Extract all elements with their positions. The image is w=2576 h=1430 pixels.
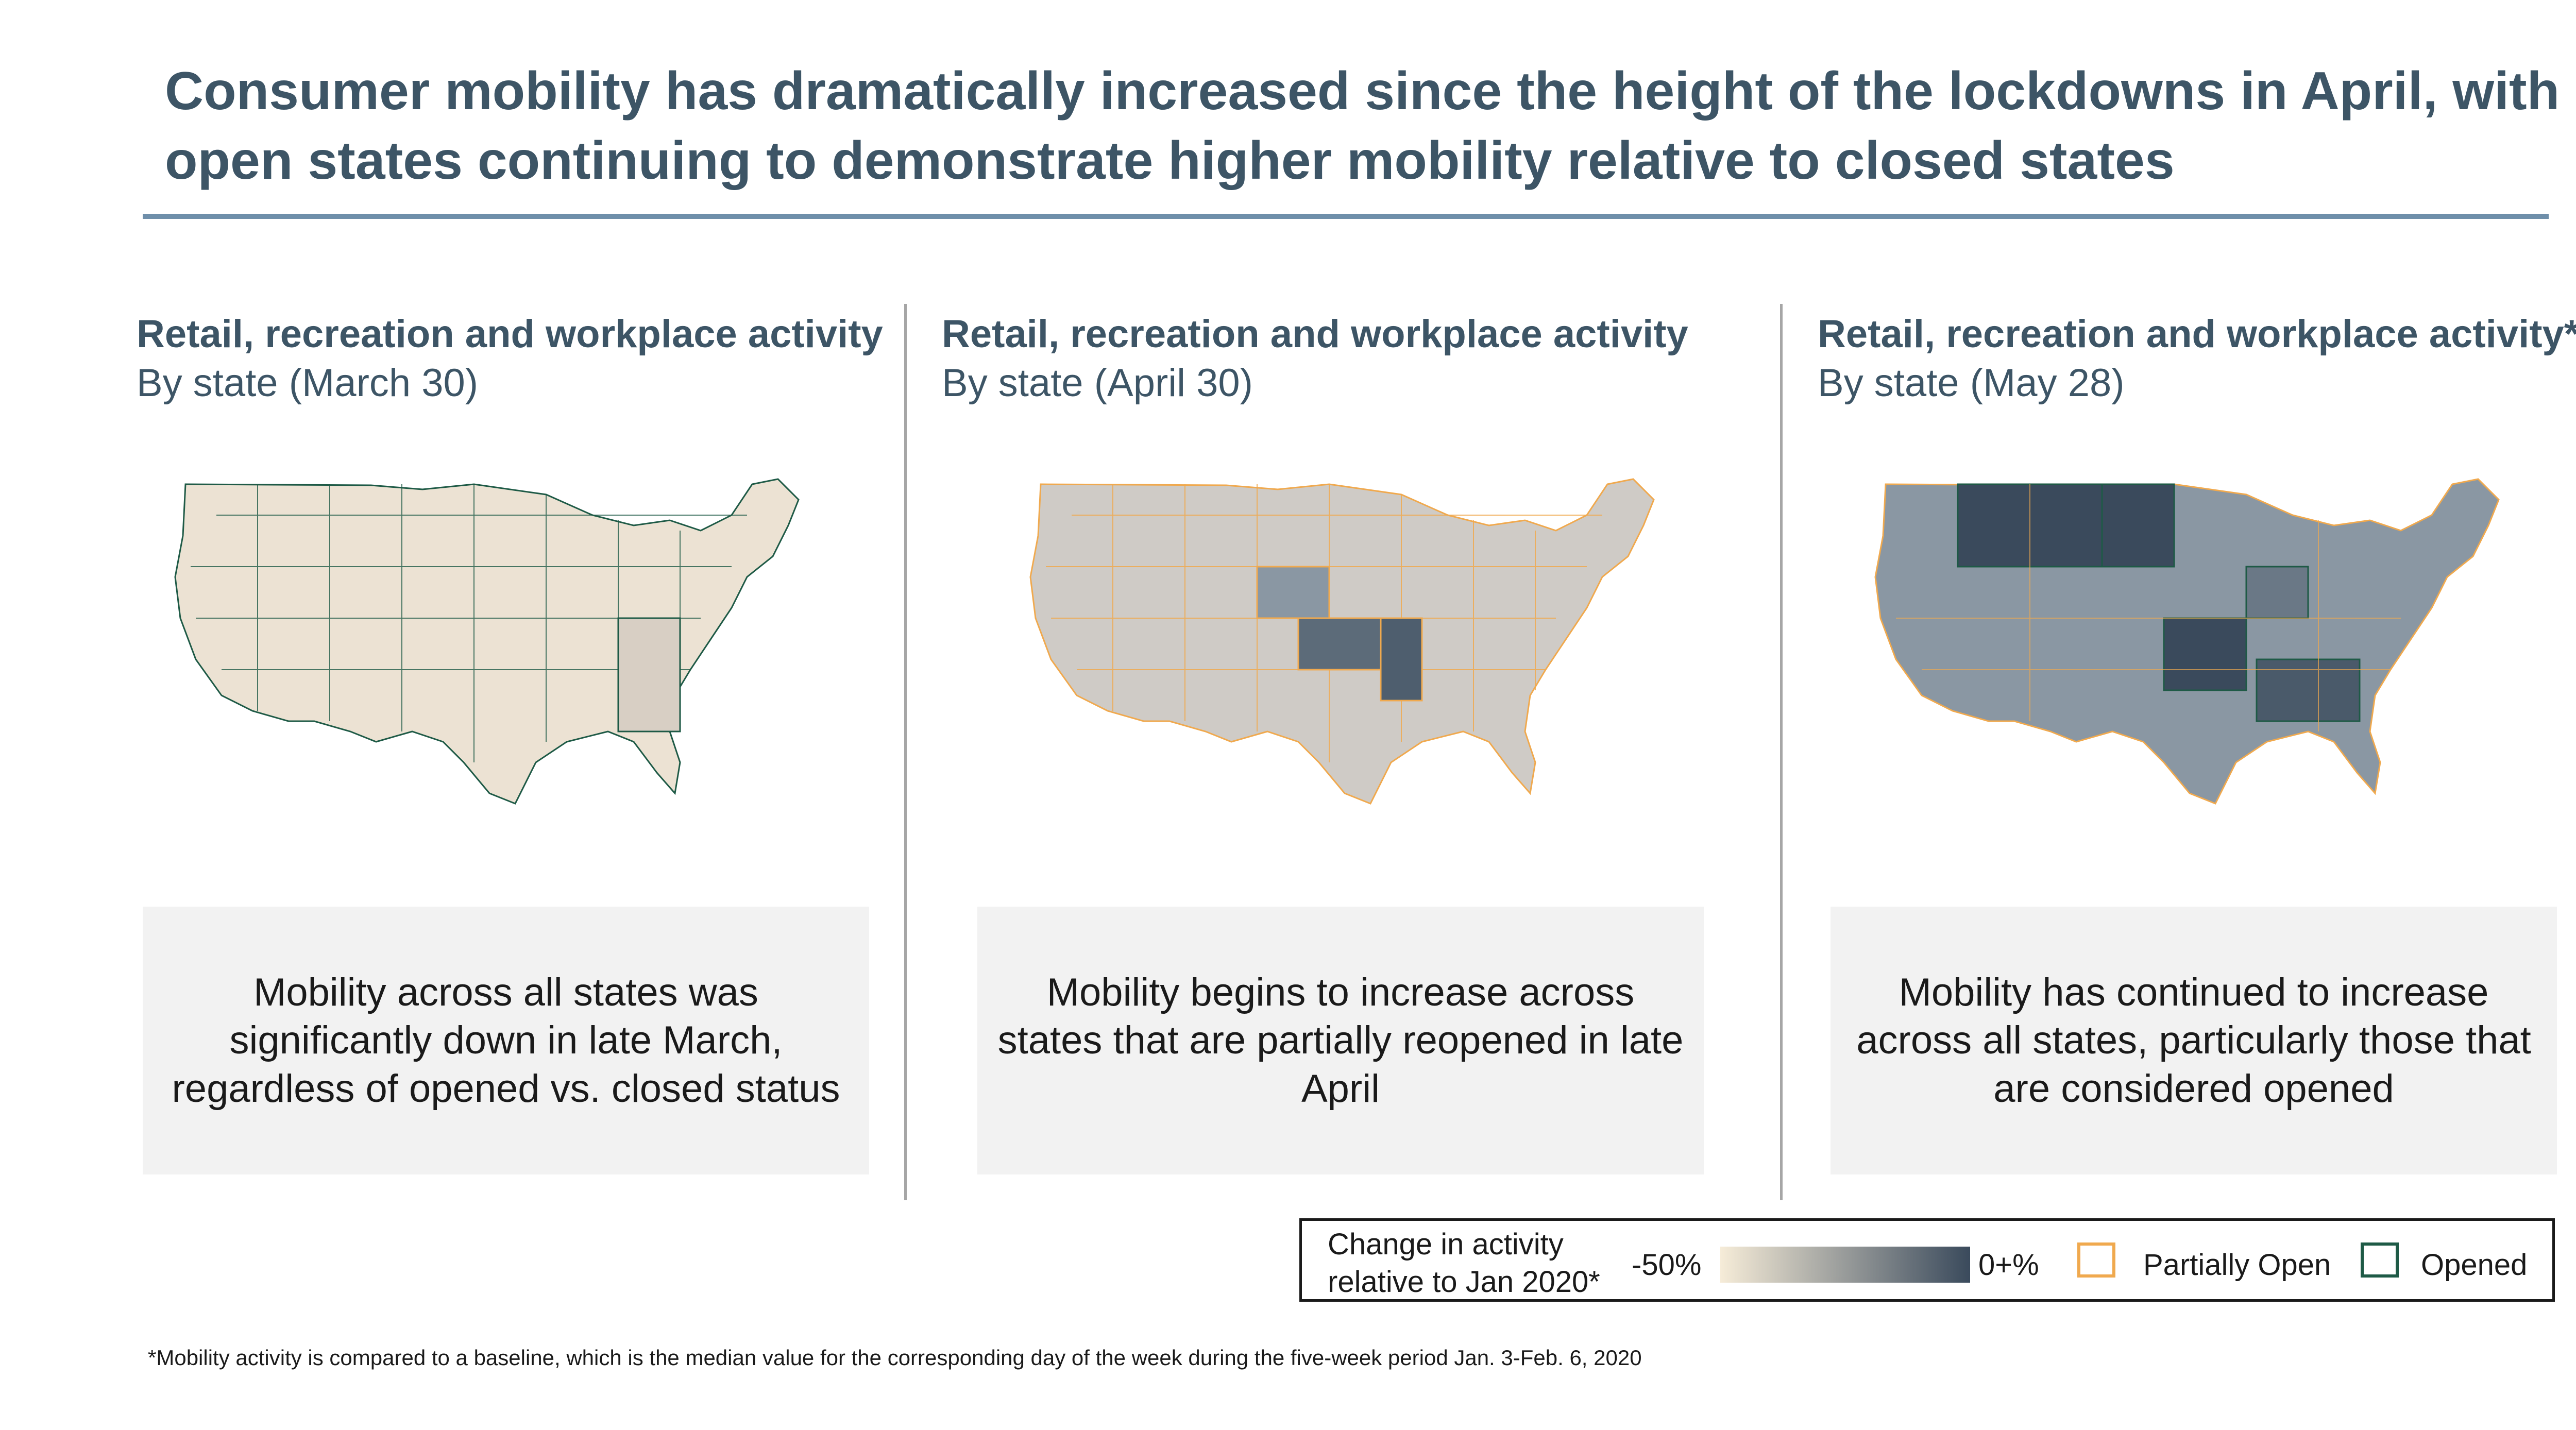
partially-open-swatch bbox=[2077, 1242, 2115, 1278]
opened-swatch bbox=[2361, 1242, 2399, 1278]
title-divider bbox=[143, 214, 2549, 219]
panel-3-header: Retail, recreation and workplace activit… bbox=[1818, 312, 2576, 405]
partially-open-label: Partially Open bbox=[2143, 1248, 2331, 1282]
legend-title-line-1: Change in activity bbox=[1328, 1228, 1564, 1261]
panel-2-note: Mobility begins to increase across state… bbox=[977, 907, 1704, 1174]
us-map-shape bbox=[174, 478, 800, 805]
panel-3-subheading: By state (May 28) bbox=[1818, 361, 2125, 405]
panel-3-note: Mobility has continued to increase acros… bbox=[1831, 907, 2557, 1174]
legend-title-line-2: relative to Jan 2020* bbox=[1328, 1265, 1600, 1299]
legend-color-scale bbox=[1720, 1247, 1970, 1283]
panel-2-subheading: By state (April 30) bbox=[942, 361, 1253, 405]
panel-1-map bbox=[155, 453, 907, 845]
legend-scale-min: -50% bbox=[1632, 1248, 1702, 1282]
page-title: Consumer mobility has dramatically incre… bbox=[165, 61, 2560, 191]
panel-1-subheading: By state (March 30) bbox=[137, 361, 479, 405]
panel-1-header: Retail, recreation and workplace activit… bbox=[137, 312, 883, 405]
footnote: *Mobility activity is compared to a base… bbox=[148, 1346, 1642, 1370]
panel-3-heading: Retail, recreation and workplace activit… bbox=[1818, 312, 2576, 356]
legend: Change in activity relative to Jan 2020*… bbox=[1299, 1218, 2555, 1302]
panel-2-heading: Retail, recreation and workplace activit… bbox=[942, 312, 1688, 356]
panel-2-map bbox=[1010, 453, 1762, 845]
panel-divider-1 bbox=[904, 304, 907, 1200]
panel-1-heading: Retail, recreation and workplace activit… bbox=[137, 312, 883, 356]
opened-label: Opened bbox=[2421, 1248, 2528, 1282]
legend-title: Change in activity relative to Jan 2020* bbox=[1328, 1226, 1600, 1301]
panel-2-header: Retail, recreation and workplace activit… bbox=[942, 312, 1688, 405]
panel-divider-2 bbox=[1780, 304, 1783, 1200]
legend-scale-max: 0+% bbox=[1978, 1248, 2039, 1282]
panel-1-note: Mobility across all states was significa… bbox=[143, 907, 869, 1174]
panel-3-map bbox=[1855, 453, 2576, 845]
